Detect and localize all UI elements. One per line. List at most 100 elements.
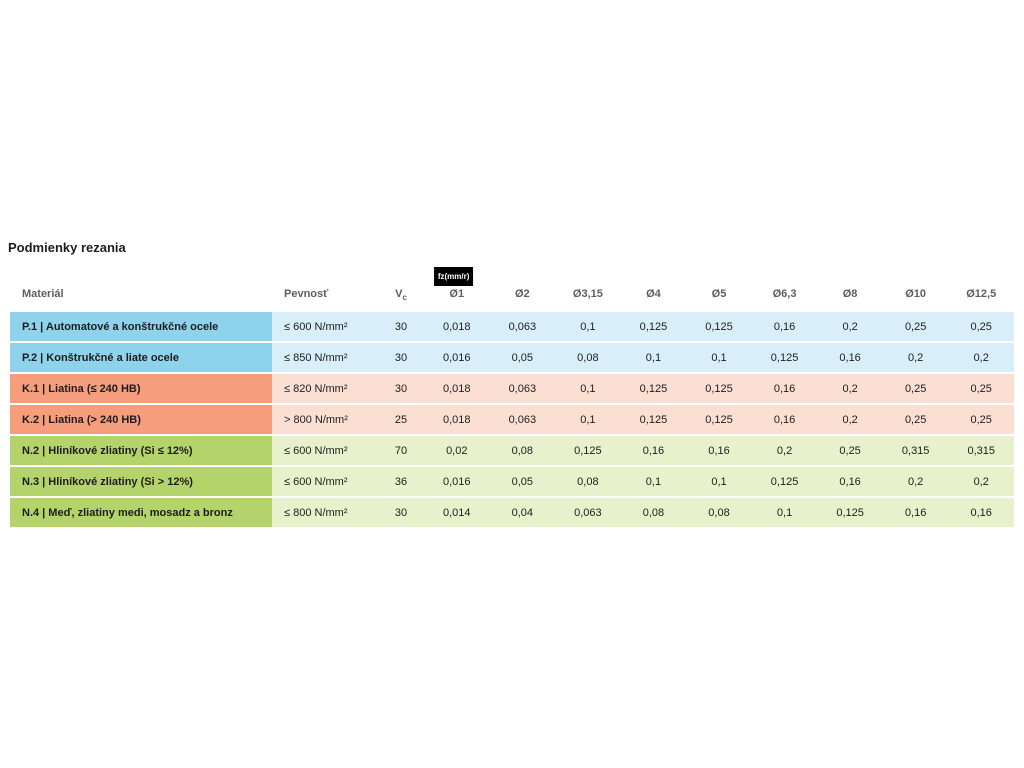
header-diameter-3-15: Ø3,15 [572, 288, 603, 300]
feed-value-cell: 0,2 [817, 312, 883, 342]
feed-value-cell: 0,1 [555, 312, 621, 342]
table-header-row: Materiál Pevnosť Vc fz(mm/r) Ø1 Ø2 Ø3,15… [10, 267, 1014, 305]
header-diameter-1: fz(mm/r) Ø1 [424, 267, 490, 305]
feed-value-cell: 0,25 [882, 405, 949, 435]
feed-value-cell: 0,16 [620, 436, 687, 466]
strength-cell: ≤ 800 N/mm² [272, 498, 378, 528]
feed-value-cell: 0,063 [489, 312, 556, 342]
header-diameter-label: Ø1 [449, 288, 465, 300]
material-cell: K.2 | Liatina (> 240 HB) [10, 405, 272, 435]
feed-value-cell: 0,018 [424, 405, 490, 435]
header-diameter-2: Ø2 [514, 288, 530, 300]
material-cell: K.1 | Liatina (≤ 240 HB) [10, 374, 272, 404]
strength-cell: ≤ 600 N/mm² [272, 312, 378, 342]
feed-value-cell: 0,16 [817, 343, 883, 373]
vc-cell: 30 [378, 312, 424, 342]
strength-cell: ≤ 850 N/mm² [272, 343, 378, 373]
feed-value-cell: 0,25 [882, 312, 949, 342]
table-body: P.1 | Automatové a konštrukčné ocele ≤ 60… [10, 312, 1014, 528]
header-material: Materiál [22, 288, 64, 300]
feed-value-cell: 0,125 [620, 405, 687, 435]
vc-cell: 30 [378, 343, 424, 373]
vc-cell: 25 [378, 405, 424, 435]
header-vc: Vc [378, 287, 424, 305]
feed-value-cell: 0,2 [948, 343, 1014, 373]
feed-value-cell: 0,014 [424, 498, 490, 528]
table-row: P.2 | Konštrukčné a liate ocele ≤ 850 N/m… [10, 343, 1014, 373]
feed-value-cell: 0,315 [882, 436, 949, 466]
feed-value-cell: 0,05 [489, 343, 556, 373]
header-diameter-8: Ø8 [842, 288, 858, 300]
feed-value-cell: 0,08 [620, 498, 687, 528]
feed-value-cell: 0,25 [948, 374, 1014, 404]
feed-value-cell: 0,1 [620, 467, 687, 497]
feed-value-cell: 0,125 [686, 312, 752, 342]
feed-value-cell: 0,016 [424, 467, 490, 497]
feed-value-cell: 0,25 [882, 374, 949, 404]
feed-value-cell: 0,1 [686, 467, 752, 497]
feed-value-cell: 0,2 [817, 374, 883, 404]
feed-value-cell: 0,08 [555, 343, 621, 373]
feed-value-cell: 0,16 [817, 467, 883, 497]
material-cell: P.1 | Automatové a konštrukčné ocele [10, 312, 272, 342]
header-strength: Pevnosť [284, 288, 329, 300]
header-diameter-12-5: Ø12,5 [966, 288, 997, 300]
header-vc-main: V [395, 288, 403, 300]
feed-value-cell: 0,16 [882, 498, 949, 528]
feed-value-cell: 0,315 [948, 436, 1014, 466]
cutting-conditions-table: Materiál Pevnosť Vc fz(mm/r) Ø1 Ø2 Ø3,15… [10, 267, 1014, 528]
material-cell: P.2 | Konštrukčné a liate ocele [10, 343, 272, 373]
material-cell: N.4 | Meď, zliatiny medi, mosadz a bronz [10, 498, 272, 528]
feed-value-cell: 0,2 [817, 405, 883, 435]
vc-cell: 30 [378, 374, 424, 404]
header-diameter-10: Ø10 [905, 288, 927, 300]
feed-value-cell: 0,08 [489, 436, 556, 466]
feed-value-cell: 0,2 [948, 467, 1014, 497]
strength-cell: ≤ 600 N/mm² [272, 436, 378, 466]
vc-cell: 36 [378, 467, 424, 497]
header-diameter-4: Ø4 [646, 288, 661, 300]
feed-value-cell: 0,125 [555, 436, 621, 466]
feed-value-cell: 0,125 [686, 405, 752, 435]
feed-value-cell: 0,25 [817, 436, 883, 466]
feed-value-cell: 0,2 [751, 436, 818, 466]
feed-value-cell: 0,08 [555, 467, 621, 497]
vc-cell: 30 [378, 498, 424, 528]
feed-value-cell: 0,125 [751, 343, 818, 373]
feed-value-cell: 0,02 [424, 436, 490, 466]
feed-value-cell: 0,2 [882, 467, 949, 497]
feed-value-cell: 0,016 [424, 343, 490, 373]
table-row: N.4 | Meď, zliatiny medi, mosadz a bronz… [10, 498, 1014, 528]
feed-value-cell: 0,018 [424, 312, 490, 342]
feed-value-cell: 0,1 [620, 343, 687, 373]
vc-cell: 70 [378, 436, 424, 466]
feed-value-cell: 0,125 [620, 374, 687, 404]
header-diameter-6-3: Ø6,3 [772, 288, 797, 300]
feed-value-cell: 0,05 [489, 467, 556, 497]
strength-cell: ≤ 600 N/mm² [272, 467, 378, 497]
feed-value-cell: 0,063 [489, 405, 556, 435]
feed-value-cell: 0,16 [948, 498, 1014, 528]
table-row: N.2 | Hliníkové zliatiny (Si ≤ 12%) ≤ 600… [10, 436, 1014, 466]
table-row: K.1 | Liatina (≤ 240 HB) ≤ 820 N/mm² 30 0,0… [10, 374, 1014, 404]
feed-value-cell: 0,1 [686, 343, 752, 373]
page-title: Podmienky rezania [8, 240, 126, 255]
fz-unit-badge: fz(mm/r) [433, 267, 474, 286]
header-vc-sub: c [402, 293, 407, 303]
feed-value-cell: 0,16 [751, 312, 818, 342]
feed-value-cell: 0,1 [555, 405, 621, 435]
feed-value-cell: 0,1 [751, 498, 818, 528]
feed-value-cell: 0,018 [424, 374, 490, 404]
feed-value-cell: 0,16 [751, 405, 818, 435]
strength-cell: ≤ 820 N/mm² [272, 374, 378, 404]
page: Podmienky rezania Materiál Pevnosť Vc fz… [8, 240, 1014, 528]
material-cell: N.3 | Hliníkové zliatiny (Si > 12%) [10, 467, 272, 497]
feed-value-cell: 0,125 [686, 374, 752, 404]
feed-value-cell: 0,063 [555, 498, 621, 528]
feed-value-cell: 0,16 [751, 374, 818, 404]
table-row: N.3 | Hliníkové zliatiny (Si > 12%) ≤ 600… [10, 467, 1014, 497]
material-cell: N.2 | Hliníkové zliatiny (Si ≤ 12%) [10, 436, 272, 466]
feed-value-cell: 0,125 [817, 498, 883, 528]
feed-value-cell: 0,125 [751, 467, 818, 497]
feed-value-cell: 0,25 [948, 405, 1014, 435]
